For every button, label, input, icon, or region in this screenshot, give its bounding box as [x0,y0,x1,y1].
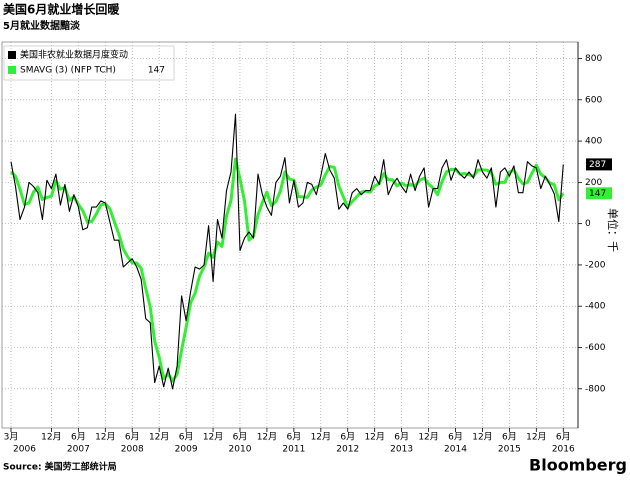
x-tick-label: 6月 [287,432,302,443]
year-label: 2012 [336,445,359,455]
year-label: 2007 [67,445,90,455]
legend-box [3,45,175,81]
y-tick-label: 400 [585,137,602,147]
y-tick-label: 0 [585,219,591,229]
x-tick-label: 3月 [4,432,19,443]
x-tick-label: 12月 [257,432,277,443]
last-value-label: 147 [589,189,606,199]
x-tick-label: 6月 [556,432,571,443]
x-tick-label: 12月 [311,432,331,443]
x-tick-label: 6月 [502,432,517,443]
x-tick-label: 12月 [364,432,384,443]
legend-swatch [8,51,16,59]
last-value-label: 287 [589,160,606,170]
y-axis-label: 单位：千 [606,208,620,252]
y-tick-label: 600 [585,95,602,105]
x-tick-label: 12月 [526,432,546,443]
x-tick-label: 6月 [394,432,409,443]
year-label: 2010 [229,445,252,455]
x-tick-label: 6月 [125,432,140,443]
x-tick-label: 6月 [233,432,248,443]
year-label: 2015 [498,445,521,455]
y-tick-label: -600 [585,343,606,353]
chart-title: 美国6月就业增长回暖 [3,2,120,17]
brand: Bloomberg [529,456,627,475]
x-tick-label: 6月 [448,432,463,443]
year-label: 2009 [175,445,198,455]
plot-area [1,41,579,429]
y-tick-label: -400 [585,302,606,312]
year-label: 2008 [121,445,144,455]
x-tick-label: 12月 [418,432,438,443]
year-label: 2006 [13,445,36,455]
source: Source: 美国劳工部统计局 [3,461,117,473]
y-tick-label: -800 [585,384,606,394]
year-label: 2011 [282,445,305,455]
x-tick-label: 12月 [41,432,61,443]
y-tick-label: 200 [585,178,602,188]
x-tick-label: 12月 [149,432,169,443]
x-tick-label: 6月 [71,432,86,443]
legend-swatch [8,66,16,74]
chart-subtitle: 5月就业数据黯淡 [3,19,81,32]
series-line [10,113,564,390]
y-tick-label: -200 [585,260,606,270]
year-label: 2013 [390,445,413,455]
legend-value: 147 [148,66,165,76]
x-tick-label: 6月 [179,432,194,443]
x-tick-label: 12月 [203,432,223,443]
y-tick-label: 800 [585,54,602,64]
x-tick-label: 12月 [472,432,492,443]
last-value-box [586,187,612,200]
x-tick-label: 6月 [340,432,355,443]
year-label: 2014 [444,445,467,455]
year-label: 2016 [552,445,575,455]
legend-label: SMAVG (3) (NFP TCH) [20,66,116,76]
legend-label: 美国非农就业数据月度变动 [20,49,128,61]
last-value-box [586,158,612,171]
x-tick-label: 12月 [95,432,115,443]
